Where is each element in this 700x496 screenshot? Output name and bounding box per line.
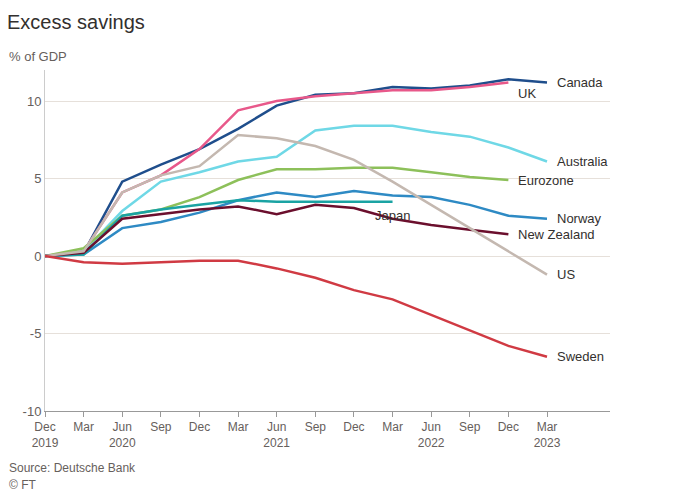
svg-text:Mar: Mar [228, 420, 249, 434]
svg-text:New Zealand: New Zealand [518, 227, 595, 242]
svg-text:Jun2022: Jun2022 [418, 420, 445, 450]
svg-text:Jun2021: Jun2021 [263, 420, 290, 450]
svg-text:Dec2019: Dec2019 [32, 420, 59, 450]
svg-text:UK: UK [518, 86, 536, 101]
svg-text:10: 10 [27, 94, 41, 109]
svg-text:-10: -10 [23, 404, 42, 419]
svg-text:Sweden: Sweden [557, 349, 604, 364]
svg-text:Mar: Mar [382, 420, 403, 434]
svg-text:Australia: Australia [557, 154, 608, 169]
svg-text:US: US [557, 267, 575, 282]
svg-text:-5: -5 [30, 326, 42, 341]
svg-text:Source: Deutsche Bank: Source: Deutsche Bank [9, 461, 136, 475]
svg-text:Mar2023: Mar2023 [534, 420, 561, 450]
svg-text:Sep: Sep [305, 420, 327, 434]
svg-text:Dec: Dec [498, 420, 519, 434]
svg-text:5: 5 [34, 171, 41, 186]
svg-text:Dec: Dec [189, 420, 210, 434]
svg-text:Eurozone: Eurozone [518, 173, 574, 188]
svg-text:© FT: © FT [9, 478, 37, 492]
svg-text:Mar: Mar [73, 420, 94, 434]
svg-text:Jun2020: Jun2020 [109, 420, 136, 450]
svg-text:Canada: Canada [557, 75, 603, 90]
svg-text:Norway: Norway [557, 211, 602, 226]
svg-text:% of GDP: % of GDP [9, 49, 67, 64]
svg-text:0: 0 [34, 249, 41, 264]
svg-text:Sep: Sep [459, 420, 481, 434]
svg-text:Japan: Japan [375, 208, 410, 223]
svg-text:Sep: Sep [150, 420, 172, 434]
svg-text:Dec: Dec [343, 420, 364, 434]
svg-text:Excess savings: Excess savings [7, 11, 145, 33]
